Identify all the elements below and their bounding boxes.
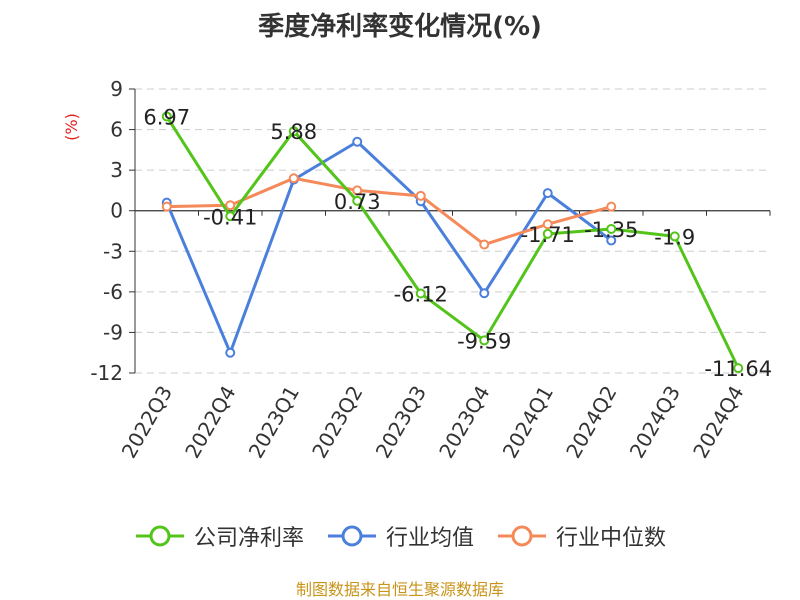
x-tick-label: 2024Q1 xyxy=(498,382,558,463)
data-point xyxy=(479,239,490,250)
data-point xyxy=(733,363,744,374)
data-point xyxy=(415,190,426,201)
data-point xyxy=(606,201,617,212)
y-tick-label: -6 xyxy=(103,280,123,304)
chart-title: 季度净利率变化情况(%) xyxy=(258,12,542,42)
data-point xyxy=(225,347,236,358)
legend-label: 行业均值 xyxy=(385,526,474,551)
y-tick-label: -3 xyxy=(103,239,123,263)
data-point xyxy=(225,200,236,211)
x-tick-label: 2023Q1 xyxy=(244,382,304,463)
data-point xyxy=(542,219,553,230)
y-axis-label: (%) xyxy=(62,113,81,141)
x-tick-label: 2024Q3 xyxy=(625,382,685,463)
y-tick-label: -9 xyxy=(103,320,123,344)
y-tick-label: 9 xyxy=(110,77,123,101)
series-line xyxy=(165,115,740,369)
data-point xyxy=(352,195,363,206)
x-tick-label: 2023Q3 xyxy=(371,382,431,463)
data-label: -1.9 xyxy=(654,225,695,249)
data-label: -0.41 xyxy=(203,205,257,229)
data-point xyxy=(479,288,490,299)
x-tick-label: 2022Q3 xyxy=(117,382,177,463)
legend-item[interactable]: 行业均值 xyxy=(326,520,474,552)
data-point xyxy=(542,188,553,199)
data-point xyxy=(288,126,299,137)
x-tick-label: 2024Q4 xyxy=(688,382,748,463)
data-label: 5.88 xyxy=(270,120,317,144)
data-label: -1.71 xyxy=(521,223,575,247)
x-tick-label: 2022Q4 xyxy=(180,382,240,463)
data-point xyxy=(542,228,553,239)
y-tick-label: 0 xyxy=(110,199,123,223)
data-label: -1.35 xyxy=(584,218,638,242)
y-tick-label: 6 xyxy=(110,118,123,142)
legend-marker-icon xyxy=(498,525,546,547)
legend-marker-icon xyxy=(135,525,184,547)
x-tick-label: 2024Q2 xyxy=(561,382,621,463)
data-point xyxy=(161,111,172,122)
data-point xyxy=(606,223,617,234)
legend-circle xyxy=(149,525,171,547)
legend-label: 行业中位数 xyxy=(556,526,667,551)
data-label: 0.73 xyxy=(334,190,381,214)
data-point xyxy=(352,185,363,196)
x-tick-label: 2023Q2 xyxy=(307,382,367,463)
source-note: 制图数据来自恒生聚源数据库 xyxy=(295,580,504,599)
x-tick-label: 2023Q4 xyxy=(434,382,494,463)
legend-label: 公司净利率 xyxy=(193,526,304,551)
data-label: 6.97 xyxy=(143,105,190,129)
series-line xyxy=(165,140,613,355)
data-label: -9.59 xyxy=(457,329,511,353)
legend-item[interactable]: 行业中位数 xyxy=(496,520,666,552)
data-point xyxy=(352,136,363,147)
y-tick-label: 3 xyxy=(110,158,123,182)
legend-circle xyxy=(341,525,363,547)
data-label: -11.64 xyxy=(704,357,772,381)
data-point xyxy=(225,211,236,222)
legend-item[interactable]: 公司净利率 xyxy=(134,520,304,552)
legend-circle xyxy=(511,525,533,547)
y-tick-label: -12 xyxy=(90,361,123,385)
legend: 公司净利率 行业均值 行业中位数 xyxy=(0,520,800,552)
legend-marker-icon xyxy=(327,525,376,547)
data-point xyxy=(415,288,426,299)
data-point xyxy=(669,231,680,242)
data-point xyxy=(161,201,172,212)
data-point xyxy=(606,235,617,246)
data-label: -6.12 xyxy=(394,282,448,306)
data-point xyxy=(479,335,490,346)
data-point xyxy=(288,173,299,184)
